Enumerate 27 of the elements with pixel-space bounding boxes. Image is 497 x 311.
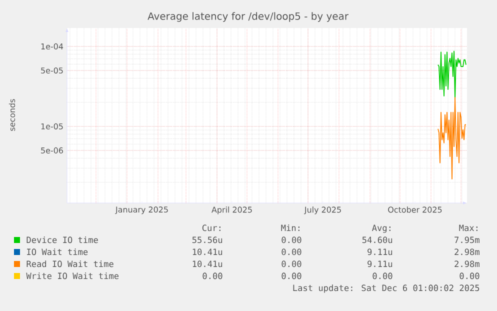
legend-label: Write IO Wait time [26, 272, 119, 280]
text: 2.98m [454, 248, 480, 256]
text: Max: [459, 224, 478, 232]
text: 9.11u [368, 248, 392, 256]
text: 0.00 [282, 272, 302, 280]
text: 9.11u [368, 260, 392, 268]
legend-label: Device IO time [26, 236, 98, 244]
legend-label: IO Wait time [27, 248, 88, 256]
text: 0.00 [202, 272, 222, 280]
text: 2.98m [454, 260, 480, 268]
text: 55.56u [192, 236, 222, 244]
chart-title: Average latency for /dev/loop5 - by year [148, 12, 348, 22]
legend-label: Read IO Wait time [26, 260, 114, 268]
text: 7.95m [454, 236, 480, 244]
text: Min: [281, 224, 300, 231]
text: 0.00 [282, 260, 302, 268]
text: Last update: Sat Dec 6 01:00:02 2025 [293, 284, 480, 293]
text: 0.00 [372, 272, 392, 280]
line-series [438, 97, 466, 180]
text: Avg: [372, 224, 390, 233]
text: 0.00 [282, 248, 302, 256]
text: Cur: [202, 224, 220, 232]
text: 10.41u [192, 260, 222, 268]
text: 0.00 [282, 236, 302, 244]
text: 0.00 [460, 272, 480, 280]
text: 10.41u [192, 248, 222, 256]
text: 54.60u [362, 236, 392, 244]
